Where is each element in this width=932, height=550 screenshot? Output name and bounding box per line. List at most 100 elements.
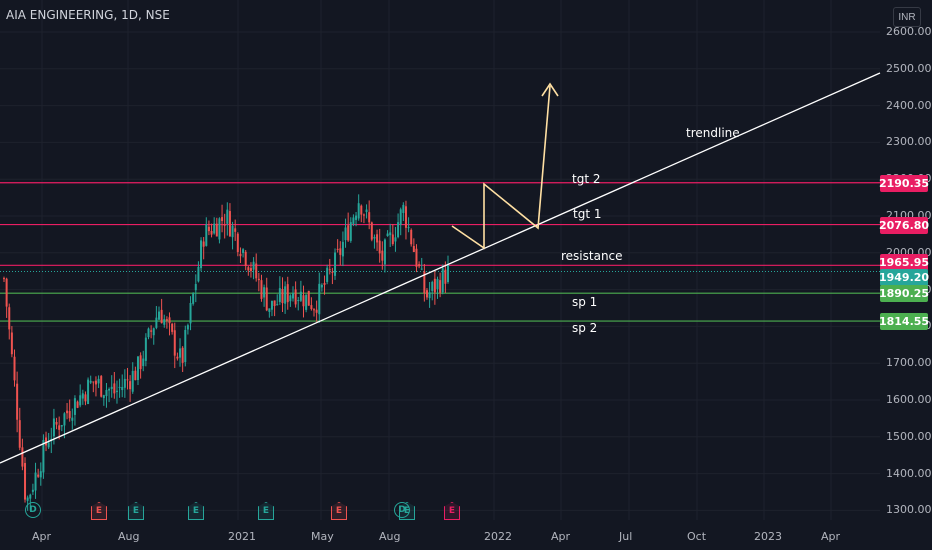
candle-body [81,393,84,399]
candle-body [118,386,121,388]
candle-body [334,252,337,276]
price-tick-label: 1700.00 [886,356,932,370]
candle-body [76,401,79,408]
sp1-tag: 1890.25 [878,285,930,303]
candle-body [341,241,344,257]
candle-body [320,284,323,288]
candle-body [207,226,210,232]
earnings-marker[interactable]: E [444,502,460,520]
candle-body [336,248,339,250]
candle-body [171,323,174,332]
candle-body [362,214,365,216]
candle-body [52,418,55,437]
candle-body [242,249,245,253]
candle-body [318,283,321,315]
currency-button[interactable]: INR [893,7,921,27]
trendline-label: trendline [686,126,740,140]
candle-body [108,388,111,391]
candle-body [278,288,281,302]
candle-body [37,474,40,477]
candle-body [113,383,116,394]
candle-body [331,271,334,273]
candle-body [244,251,247,266]
projection-path [451,85,551,250]
earnings-marker[interactable]: E [188,502,204,520]
candle-body [176,356,179,359]
candle-body [328,269,331,271]
candle-body [381,250,384,261]
candle-body [202,241,205,247]
resistance-tag: 1965.95 [878,254,930,272]
candle-body [389,232,392,236]
candle-body [268,308,271,312]
symbol-title[interactable]: AIA ENGINEERING, 1D, NSE [6,8,170,22]
candle-body [355,215,358,220]
candle-body [326,267,329,282]
candle-body [18,420,21,448]
candle-body [265,287,268,311]
candle-body [239,253,242,257]
candle-body [257,278,260,281]
candle-body [100,376,103,397]
candle-body [16,383,19,420]
candle-body [436,278,439,290]
candle-body [305,294,308,310]
earnings-marker[interactable]: E [128,502,144,520]
candle-body [24,463,27,500]
candle-body [42,439,45,473]
candle-body [60,425,63,427]
candle-body [433,278,436,293]
candle-body [410,229,413,245]
candle-body [249,268,252,271]
chart-drawings [0,72,881,464]
dividend-marker[interactable]: D [394,502,410,518]
candle-body [26,497,29,501]
candle-body [66,410,69,414]
candle-body [158,311,161,320]
candle-body [197,266,200,282]
candle-body [94,380,97,385]
candle-body [439,280,442,293]
candle-body [391,234,394,245]
candle-body [441,268,444,293]
earnings-marker[interactable]: E [399,502,415,520]
candle-body [168,317,171,324]
candle-body [407,227,410,229]
candle-body [58,425,61,430]
price-tick-label: 2500.00 [886,61,932,75]
candle-body [84,394,87,402]
candle-body [365,209,368,213]
candle-body [423,271,426,294]
candle-body [255,263,258,279]
candle-body [210,230,213,235]
candle-body [105,389,108,397]
candle-body [428,292,431,299]
candle-body [129,381,132,390]
candle-body [21,447,24,467]
candle-body [263,287,266,298]
candle-body [163,319,166,325]
candle-body [425,290,428,298]
candle-body [270,300,273,310]
earnings-marker[interactable]: E [258,502,274,520]
earnings-marker[interactable]: E [331,502,347,520]
dividend-marker[interactable]: D [25,502,41,518]
price-tick-label: 1400.00 [886,466,932,480]
candle-body [431,281,434,291]
time-tick-label: Aug [118,530,140,543]
resistance-label: resistance [561,249,623,263]
candle-body [29,494,32,499]
earnings-marker[interactable]: E [91,502,107,520]
candle-body [228,211,231,237]
price-tick-label: 1500.00 [886,429,932,443]
candle-body [315,309,318,313]
price-tick-label: 2600.00 [886,25,932,38]
candle-body [412,245,415,253]
candle-body [205,224,208,246]
candle-body [115,390,118,392]
candle-body [310,305,313,310]
candle-body [68,411,71,419]
candle-body [323,283,326,285]
candle-body [357,203,360,219]
